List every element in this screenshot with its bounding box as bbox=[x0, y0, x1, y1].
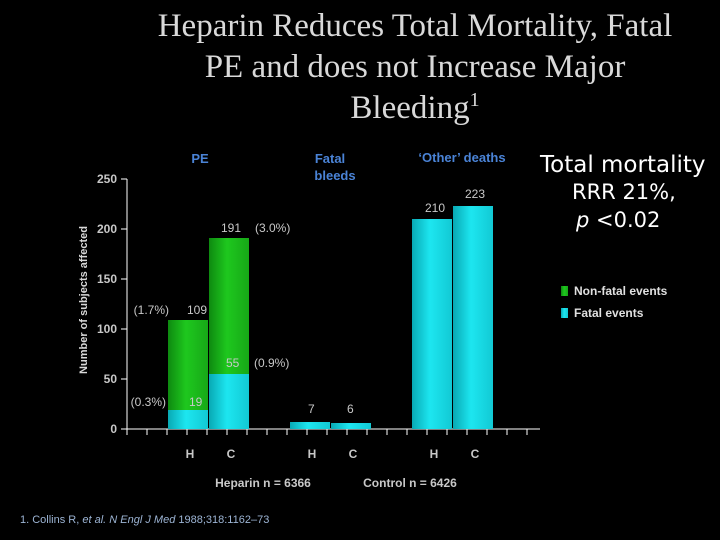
bar-fatal-6 bbox=[453, 206, 493, 429]
title-line-1: Heparin Reduces Total Mortality, Fatal bbox=[157, 8, 673, 44]
data-label-total-h-pe: 109 bbox=[187, 303, 207, 317]
group-header-fatal: Fatal bbox=[315, 151, 345, 166]
footnote-prefix: 1. Collins R, bbox=[20, 514, 83, 526]
x-tick-label: C bbox=[471, 447, 480, 461]
y-tick-label: 50 bbox=[104, 372, 118, 386]
x-tick-label: H bbox=[186, 447, 195, 461]
data-label-fatal-h-bleeds: 7 bbox=[308, 402, 315, 416]
bar-nonfatal-1 bbox=[168, 320, 208, 410]
bar-fatal-4 bbox=[331, 423, 371, 429]
title-superscript: 1 bbox=[469, 89, 480, 111]
group-size-control: Control n = 6426 bbox=[363, 476, 457, 490]
y-tick-label: 0 bbox=[110, 422, 117, 436]
data-label-other-h: 210 bbox=[425, 201, 445, 215]
percent-label-h-total: (1.7%) bbox=[134, 303, 169, 317]
title-line-3: Bleeding bbox=[350, 90, 470, 126]
data-label-fatal-c-bleeds: 6 bbox=[347, 402, 354, 416]
y-axis-label: Number of subjects affected bbox=[78, 226, 90, 374]
y-tick-label: 250 bbox=[97, 172, 117, 186]
legend-label-nonfatal: Non-fatal events bbox=[574, 284, 668, 298]
bar-fatal-2 bbox=[209, 374, 249, 429]
group-header-bleeds: bleeds bbox=[314, 168, 355, 183]
x-tick-label: C bbox=[349, 447, 358, 461]
footnote-etal: et al. bbox=[82, 514, 107, 526]
footnote-journal: N Engl J Med bbox=[109, 514, 176, 526]
footnote: 1. Collins R, et al. N Engl J Med 1988;3… bbox=[20, 514, 269, 526]
p-symbol: p bbox=[576, 208, 590, 232]
p-value: <0.02 bbox=[596, 208, 661, 232]
bar-fatal-3 bbox=[290, 422, 330, 429]
group-header-other-deaths: ‘Other’ deaths bbox=[418, 150, 505, 165]
bar-fatal-1 bbox=[168, 410, 208, 429]
legend-label-fatal: Fatal events bbox=[574, 306, 644, 320]
p-value-label: p <0.02 bbox=[576, 208, 660, 232]
group-size-heparin: Heparin n = 6366 bbox=[215, 476, 311, 490]
bar-nonfatal-2 bbox=[209, 238, 249, 374]
x-tick-label: C bbox=[227, 447, 236, 461]
y-tick-label: 200 bbox=[97, 222, 117, 236]
data-label-other-c: 223 bbox=[465, 187, 485, 201]
legend-swatch-nonfatal bbox=[561, 286, 568, 296]
x-tick-label: H bbox=[308, 447, 317, 461]
total-mortality-label: Total mortality bbox=[540, 152, 706, 178]
legend-swatch-fatal bbox=[561, 308, 568, 318]
percent-label-c-fatal: (0.9%) bbox=[254, 356, 289, 370]
group-header-pe: PE bbox=[191, 151, 209, 166]
title-line-2: PE and does not Increase Major bbox=[204, 49, 626, 85]
bar-fatal-5 bbox=[412, 219, 452, 429]
data-label-fatal-h-pe: 19 bbox=[189, 395, 203, 409]
slide-title: Heparin Reduces Total Mortality, Fatal P… bbox=[110, 6, 720, 129]
y-tick-label: 150 bbox=[97, 272, 117, 286]
percent-label-c-total: (3.0%) bbox=[255, 221, 290, 235]
rrr-label: RRR 21%, bbox=[572, 180, 676, 204]
data-label-total-c-pe: 191 bbox=[221, 221, 241, 235]
x-tick-label: H bbox=[430, 447, 439, 461]
percent-label-h-fatal: (0.3%) bbox=[131, 395, 166, 409]
y-tick-label: 100 bbox=[97, 322, 117, 336]
data-label-fatal-c-pe: 55 bbox=[226, 356, 240, 370]
footnote-ref: 1988;318:1162–73 bbox=[178, 514, 270, 526]
